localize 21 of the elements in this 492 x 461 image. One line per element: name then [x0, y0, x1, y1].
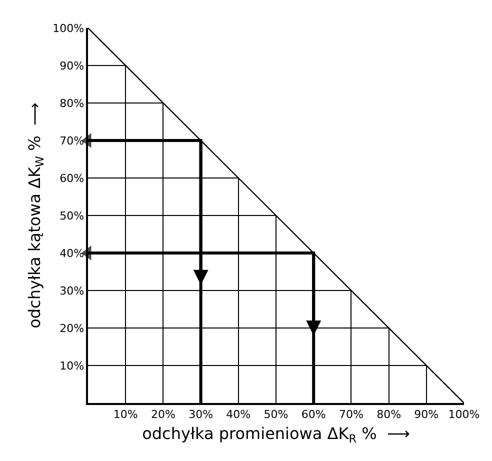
y-tick-label: 20%	[60, 322, 84, 335]
y-tick-label: 80%	[60, 96, 84, 110]
x-tick-label: 60%	[301, 408, 326, 421]
y-tick-label: 50%	[60, 209, 84, 222]
x-tick-label: 70%	[338, 408, 364, 421]
y-tick-label: 40%	[60, 246, 84, 260]
x-tick-label: 30%	[188, 408, 214, 421]
y-tick-label: 90%	[60, 59, 84, 72]
y-tick-label: 30%	[60, 284, 84, 298]
x-tick-label: 100%	[448, 408, 480, 421]
y-tick-label: 60%	[60, 172, 84, 185]
x-tick-label: 40%	[226, 408, 251, 421]
x-tick-label: 50%	[264, 408, 288, 421]
x-tick-label: 20%	[150, 408, 176, 421]
y-tick-label: 10%	[60, 359, 84, 372]
x-tick-label: 10%	[113, 408, 138, 421]
y-tick-label: 100%	[52, 22, 84, 35]
y-tick-label: 70%	[60, 134, 84, 148]
x-tick-label: 80%	[376, 408, 402, 421]
x-axis-title: odchyłka promieniowa ΔK$_{R}$ % ⟶	[142, 424, 410, 446]
x-tick-label: 90%	[414, 408, 439, 421]
